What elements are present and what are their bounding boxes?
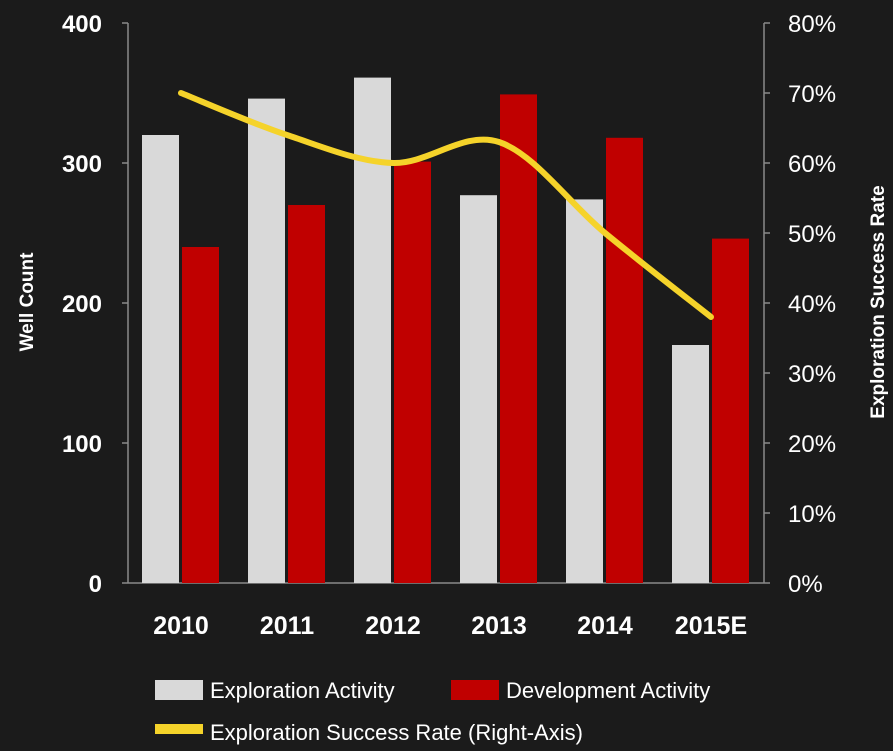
exploration-bar-2011 <box>248 98 285 583</box>
y-axis-title-right: Exploration Success Rate <box>868 185 889 418</box>
development-bar-2012 <box>394 161 431 583</box>
development-bar-2014 <box>606 137 643 584</box>
bars <box>142 77 749 584</box>
success-rate-line <box>178 90 714 320</box>
y-tick-label-right: 80% <box>788 11 836 38</box>
legend-swatch-2 <box>155 724 203 734</box>
legend: Exploration Activity Development Activity… <box>155 678 710 745</box>
y-tick-label-left: 0 <box>89 571 102 598</box>
labels: 0 100 200 300 400 0% 10% 20% 30% 40% 50% 60% 70% 80% 2… <box>62 11 836 640</box>
y-tick-label-right: 40% <box>788 291 836 318</box>
y-tick-label-right: 70% <box>788 81 836 108</box>
legend-label-0: Exploration Activity <box>210 678 395 703</box>
y-tick-label-right: 50% <box>788 221 836 248</box>
y-tick-label-left: 400 <box>62 11 102 38</box>
y-tick-label-right: 60% <box>788 151 836 178</box>
x-tick-label: 2013 <box>471 612 527 640</box>
development-bar-2013 <box>500 94 537 584</box>
y-axis-title-left: Well Count <box>17 252 38 352</box>
development-bar-2015E <box>712 238 749 583</box>
exploration-bar-2012 <box>354 77 391 583</box>
x-tick-label: 2012 <box>365 612 421 640</box>
exploration-bar-2014 <box>566 199 603 583</box>
legend-swatch-1 <box>451 680 499 700</box>
legend-swatch-0 <box>155 680 203 700</box>
exploration-bar-2015E <box>672 345 709 583</box>
legend-label-2: Exploration Success Rate (Right-Axis) <box>210 720 583 745</box>
x-tick-label: 2010 <box>153 612 209 640</box>
development-bar-2010 <box>182 247 219 583</box>
y-tick-label-right: 0% <box>788 571 823 598</box>
y-tick-label-right: 10% <box>788 501 836 528</box>
exploration-bar-2013 <box>460 195 497 583</box>
y-tick-label-left: 300 <box>62 151 102 178</box>
success-rate-line-layer <box>178 90 714 320</box>
exploration-bar-2010 <box>142 135 179 583</box>
y-tick-label-right: 30% <box>788 361 836 388</box>
y-tick-label-left: 100 <box>62 431 102 458</box>
y-tick-label-right: 20% <box>788 431 836 458</box>
x-tick-label: 2011 <box>260 612 314 640</box>
development-bar-2011 <box>288 205 325 583</box>
legend-label-1: Development Activity <box>506 678 710 703</box>
x-tick-label: 2015E <box>675 612 747 640</box>
axes <box>122 22 770 584</box>
y-tick-label-left: 200 <box>62 291 102 318</box>
x-tick-label: 2014 <box>577 612 633 640</box>
